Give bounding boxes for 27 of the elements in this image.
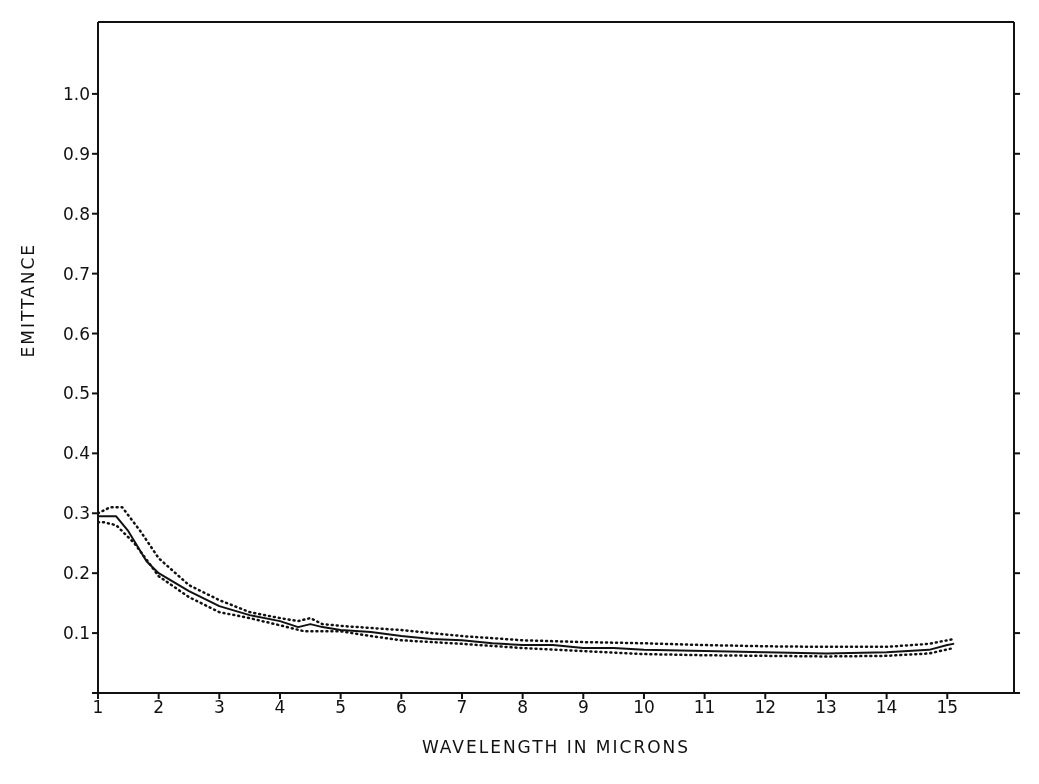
x-tick-label: 15 [936,697,959,718]
y-tick-label: 0.4 [62,443,90,464]
y-tick-label: 0.9 [62,143,90,164]
y-tick-label: 0.2 [62,563,90,584]
y-axis-title: EMITTANCE [18,242,39,358]
x-axis-title: WAVELENGTH IN MICRONS [421,737,691,757]
y-tick-label: 1.0 [62,83,90,104]
x-tick-label: 1 [92,697,104,718]
x-tick-label: 10 [633,697,655,718]
x-tick-label: 6 [395,697,407,718]
x-tick-label: 7 [456,697,468,718]
y-tick-label: 0.1 [62,623,90,644]
x-tick-label: 13 [815,697,837,718]
y-tick-label: 0.6 [62,323,90,344]
y-tick-label: 0.5 [62,383,90,404]
x-tick-label: 9 [577,697,589,718]
x-tick-label: 2 [153,697,165,718]
x-tick-label: 8 [517,697,529,718]
x-tick-label: 3 [213,697,225,718]
x-tick-label: 4 [274,697,286,718]
x-tick-label: 5 [335,697,347,718]
y-tick-label: 0.8 [62,203,90,224]
x-tick-label: 11 [693,697,716,718]
x-tick-label: 14 [875,697,898,718]
x-tick-label: 12 [754,697,777,718]
y-tick-label: 0.7 [62,263,90,284]
y-tick-label: 0.3 [62,503,90,524]
